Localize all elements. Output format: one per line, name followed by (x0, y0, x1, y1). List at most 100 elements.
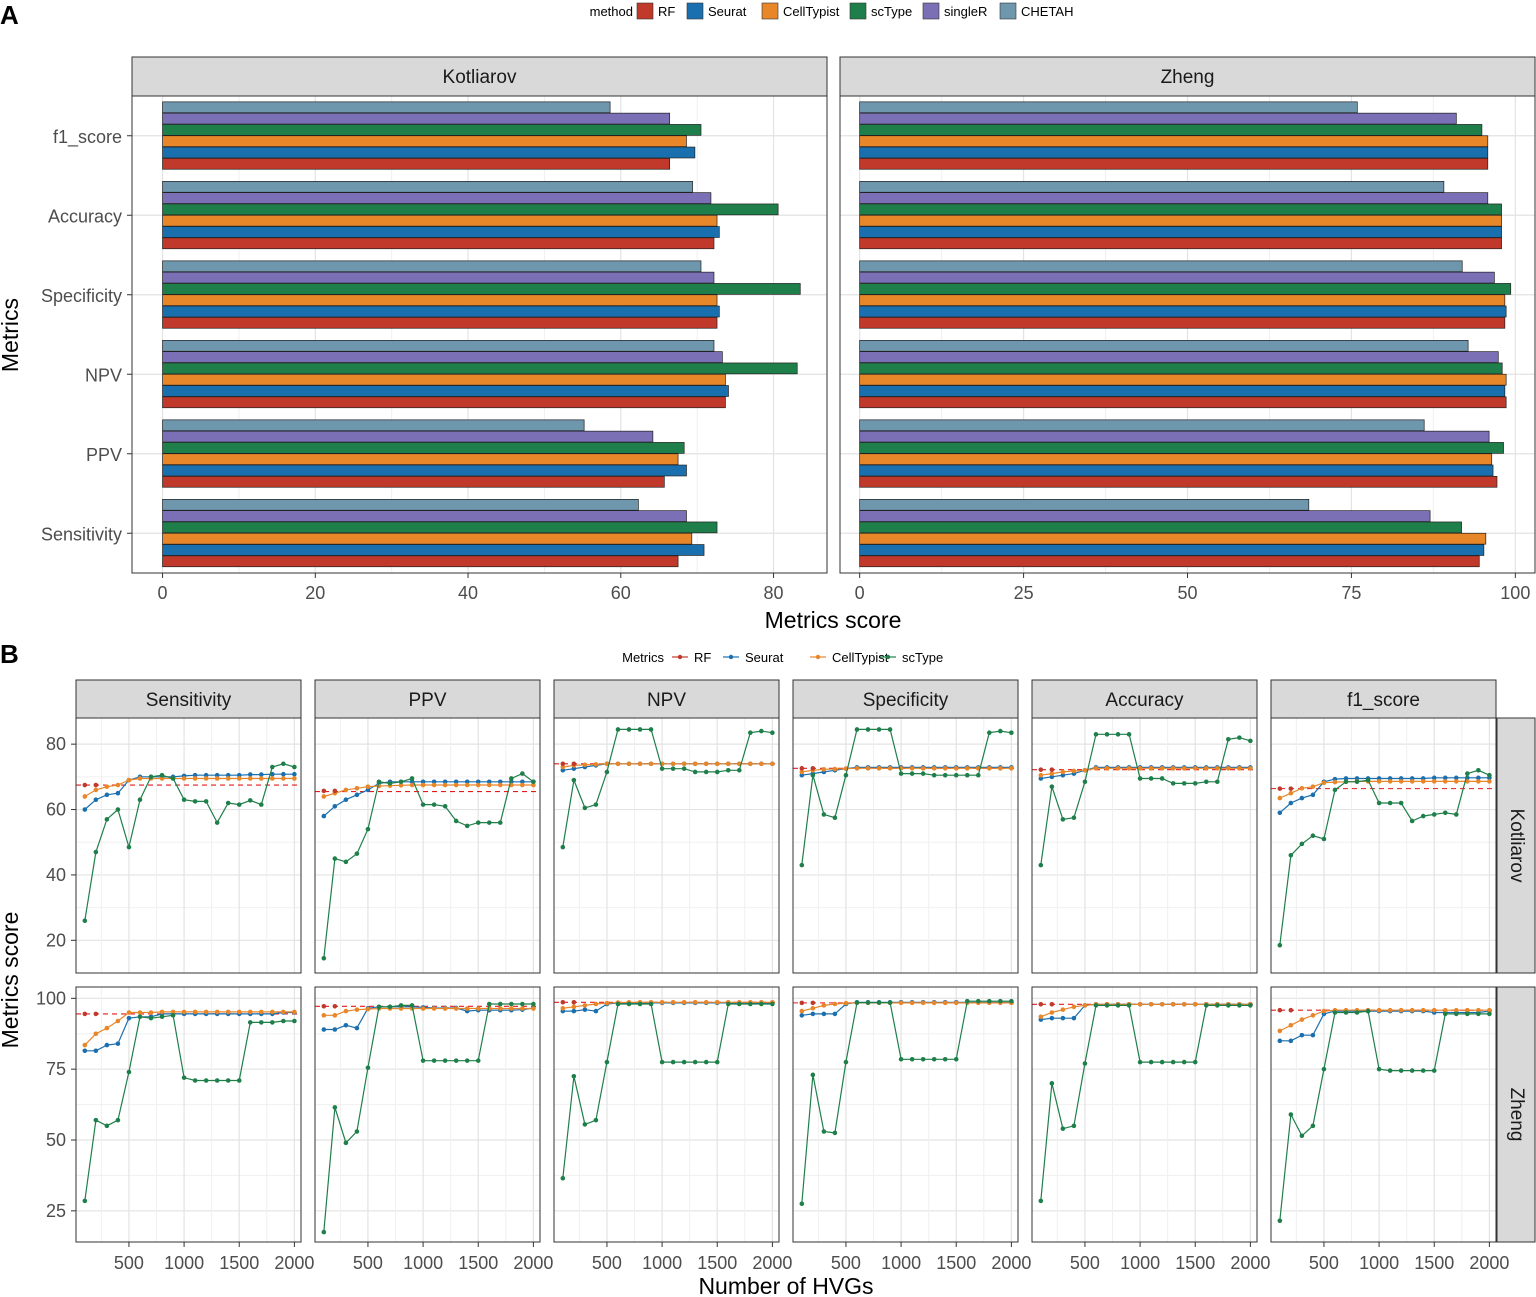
y-tick-label: PPV (86, 445, 122, 465)
panel-a-label: A (0, 0, 19, 30)
point-seurat (214, 772, 220, 778)
x-tick-label: 1500 (1175, 1253, 1215, 1273)
point-celltypist (670, 1000, 676, 1005)
panel-background (554, 718, 779, 973)
bar-singler-sensitivity (162, 510, 687, 522)
point-seurat (343, 1022, 349, 1028)
point-sctype (431, 802, 437, 807)
point-celltypist (887, 766, 893, 771)
point-celltypist (1237, 766, 1242, 771)
point-seurat (236, 772, 242, 778)
strip-ppv (314, 679, 541, 719)
point-seurat (115, 1041, 121, 1046)
point-sctype (615, 1001, 621, 1007)
point-sctype (1376, 1066, 1382, 1072)
point-sctype (1170, 781, 1176, 786)
point-sctype (1148, 776, 1154, 781)
point-celltypist (843, 1000, 849, 1006)
point-sctype (475, 1058, 481, 1063)
point-sctype (1115, 732, 1121, 737)
legend-label-chetah: CHETAH (1021, 4, 1073, 19)
x-tick-label: 2000 (513, 1253, 553, 1273)
point-sctype (1354, 779, 1360, 785)
point-sctype (1192, 781, 1198, 786)
bar-singler-accuracy (859, 192, 1489, 204)
y-tick-label: 50 (46, 1130, 66, 1150)
point-sctype (292, 764, 297, 770)
point-sctype (1398, 1068, 1404, 1073)
point-celltypist (247, 776, 253, 781)
point-rf (1288, 786, 1294, 791)
point-sctype (714, 769, 720, 775)
strip-accuracy (1031, 679, 1258, 719)
point-rf (93, 782, 99, 788)
point-celltypist (442, 782, 448, 788)
point-sctype (604, 1059, 610, 1065)
strip-specificity (792, 679, 1019, 719)
point-celltypist (1442, 779, 1448, 784)
point-seurat (571, 766, 577, 771)
point-rf (799, 766, 805, 771)
point-celltypist (365, 1006, 371, 1012)
panel-border (314, 717, 541, 974)
bar-sctype-accuracy (162, 203, 779, 216)
point-celltypist (920, 766, 926, 771)
legend-key-sctype (849, 2, 867, 20)
point-sctype (365, 1065, 371, 1071)
point-sctype (1288, 1112, 1294, 1117)
point-sctype (387, 1004, 393, 1010)
point-sctype (192, 799, 198, 804)
point-celltypist (1288, 790, 1294, 796)
point-sctype (637, 1001, 643, 1007)
point-celltypist (725, 761, 731, 767)
point-celltypist (953, 1000, 959, 1006)
point-sctype (821, 812, 827, 817)
point-celltypist (1277, 1028, 1283, 1034)
bar-seurat-sensitivity (859, 544, 1485, 556)
point-celltypist (236, 1009, 242, 1015)
point-sctype (736, 768, 742, 773)
point-sctype (854, 1000, 860, 1005)
point-sctype (1387, 1068, 1393, 1073)
point-rf (799, 1000, 805, 1006)
point-sctype (759, 728, 764, 734)
bar-chetah-specificity (162, 260, 702, 273)
point-sctype (681, 1059, 687, 1065)
bar-sctype-specificity (162, 283, 801, 295)
point-sctype (148, 774, 154, 780)
legend-key-singler (922, 2, 940, 20)
x-tick-label: 50 (1177, 583, 1197, 603)
x-tick-label: 100 (1500, 583, 1530, 603)
point-sctype (1453, 812, 1459, 817)
point-sctype (571, 1073, 577, 1079)
strip-label: Zheng (1161, 67, 1215, 88)
point-sctype (520, 1001, 525, 1007)
point-sctype (270, 764, 275, 770)
panel-border (1270, 986, 1497, 1243)
point-sctype (292, 1018, 297, 1024)
point-sctype (1409, 818, 1415, 824)
bar-sctype-ppv (162, 442, 685, 454)
point-sctype (593, 1117, 599, 1123)
point-sctype (560, 1175, 566, 1181)
point-sctype (703, 1059, 709, 1065)
point-celltypist (582, 1003, 588, 1008)
x-tick-label: 2000 (752, 1253, 792, 1273)
point-seurat (332, 803, 338, 809)
point-sctype (332, 856, 338, 861)
point-celltypist (520, 782, 525, 788)
point-celltypist (343, 787, 349, 793)
point-celltypist (115, 782, 121, 788)
point-celltypist (810, 1005, 816, 1011)
x-axis-title: Metrics score (765, 607, 902, 633)
point-seurat (582, 1007, 588, 1012)
point-celltypist (1321, 1008, 1327, 1014)
point-rf (810, 766, 816, 771)
point-seurat (1442, 775, 1448, 781)
point-sctype (104, 1123, 110, 1129)
bar-singler-ppv (162, 430, 654, 443)
bar-sctype-specificity (859, 283, 1512, 295)
legend-title: method (590, 4, 633, 19)
point-sctype (332, 1105, 338, 1110)
panel-background (132, 96, 827, 573)
